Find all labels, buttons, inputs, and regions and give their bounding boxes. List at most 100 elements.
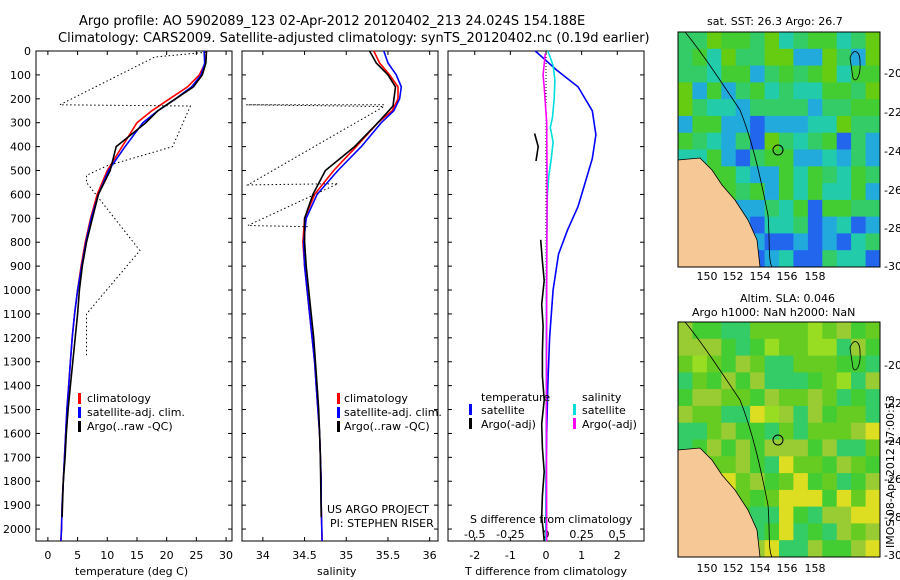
map-cell (793, 523, 809, 541)
map-cell (764, 99, 780, 117)
map-cell (851, 506, 866, 524)
map-cell (865, 523, 880, 541)
map-cell (865, 405, 880, 424)
x-tick-label: 25 (189, 549, 203, 562)
map-cell (764, 233, 780, 251)
map-cell (836, 199, 852, 218)
map-cell (793, 473, 809, 491)
map-cell (851, 422, 866, 440)
map-cell (807, 439, 823, 457)
y-tick-label: 1200 (3, 332, 31, 345)
map-cell (779, 439, 794, 457)
map-cell (764, 199, 780, 218)
sst-map-x-tick: 150 (697, 270, 718, 283)
map-cell (807, 523, 823, 541)
map-cell (836, 48, 852, 67)
map-cell (750, 48, 765, 67)
map-cell (807, 540, 823, 557)
salinity-xlabel: salinity (317, 565, 357, 578)
pi-note: PI: STEPHEN RISER (330, 517, 434, 530)
map-cell (750, 439, 765, 457)
sst-land (678, 157, 761, 267)
map-cell (764, 523, 780, 541)
map-cell (692, 389, 708, 407)
map-cell (678, 322, 693, 340)
sst-map-y-tick: -28 (884, 222, 900, 235)
map-cell (779, 456, 794, 474)
legend-swatch-t-argo (469, 418, 472, 429)
y-tick-label: 400 (10, 141, 31, 154)
map-cell (836, 422, 852, 440)
map-cell (822, 489, 838, 508)
map-cell (865, 99, 880, 117)
map-cell (750, 389, 765, 407)
map-cell (764, 422, 780, 440)
map-cell (807, 506, 823, 524)
map-cell (721, 82, 737, 100)
map-cell (836, 389, 852, 407)
map-cell (822, 439, 838, 457)
map-cell (836, 506, 852, 524)
map-cell (865, 473, 880, 491)
x-tick-label: -2 (469, 549, 480, 562)
s-tick-label: -0.25 (496, 528, 524, 541)
map-cell (822, 338, 838, 357)
map-cell (750, 322, 765, 340)
map-cell (865, 216, 880, 234)
map-cell (721, 439, 737, 457)
sst-isobath (684, 32, 773, 267)
x-tick-label: 20 (160, 549, 174, 562)
map-cell (865, 250, 880, 267)
map-cell (721, 65, 737, 83)
map-cell (764, 372, 780, 390)
legend-swatch-climatology (337, 393, 340, 404)
map-cell (692, 422, 708, 440)
sla-map-x-tick: 156 (777, 562, 798, 575)
map-cell (836, 489, 852, 508)
y-tick-label: 1500 (3, 404, 31, 417)
y-tick-label: 200 (10, 93, 31, 106)
sst-map-x-tick: 154 (750, 270, 771, 283)
map-cell (807, 132, 823, 150)
legend-swatch-satellite (337, 407, 340, 418)
map-cell (865, 372, 880, 390)
x-tick-label: 35.5 (376, 549, 401, 562)
map-cell (764, 489, 780, 508)
map-cell (692, 65, 708, 83)
map-cell (836, 405, 852, 424)
map-cell (865, 456, 880, 474)
map-cell (706, 99, 722, 117)
map-cell (764, 439, 780, 457)
map-cell (721, 48, 737, 67)
map-cell (779, 523, 794, 541)
map-cell (851, 82, 866, 100)
map-cell (851, 32, 866, 50)
sla-argo-marker (772, 434, 784, 446)
map-cell (750, 489, 765, 508)
map-cell (793, 233, 809, 251)
map-cell (793, 48, 809, 67)
map-cell (678, 338, 693, 357)
map-cell (735, 82, 751, 100)
map-cell (764, 506, 780, 524)
map-cell (865, 132, 880, 150)
legend-swatch-t-satellite (469, 404, 472, 415)
map-cell (793, 115, 809, 134)
map-cell (750, 115, 765, 134)
map-cell (750, 422, 765, 440)
map-cell (750, 338, 765, 357)
map-cell (851, 540, 866, 557)
series-line (542, 53, 548, 542)
map-cell (865, 166, 880, 184)
x-tick-label: 36 (423, 549, 437, 562)
map-cell (779, 65, 794, 83)
map-cell (865, 489, 880, 508)
legend-swatch-argo (337, 421, 340, 432)
map-cell (706, 389, 722, 407)
map-cell (779, 338, 794, 357)
map-cell (822, 456, 838, 474)
map-cell (851, 489, 866, 508)
map-cell (750, 405, 765, 424)
x-tick-label: 2 (614, 549, 621, 562)
sst-map-x-tick: 158 (805, 270, 826, 283)
